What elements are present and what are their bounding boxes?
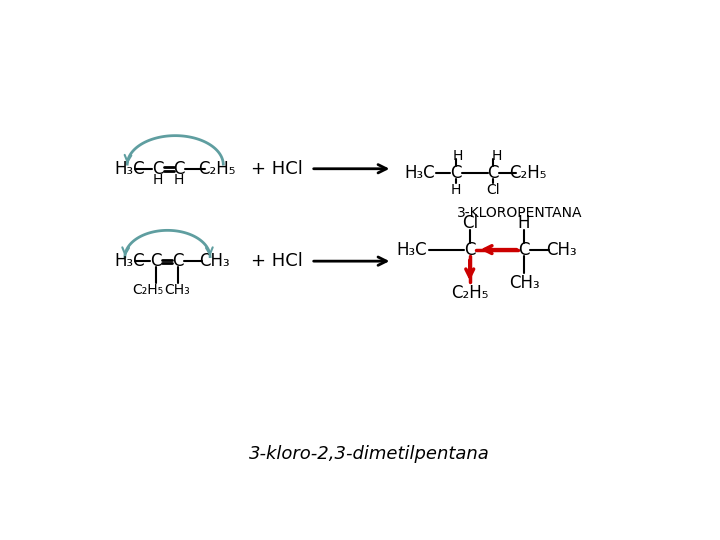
Text: C₂H₅: C₂H₅ bbox=[509, 164, 546, 181]
Text: H: H bbox=[451, 183, 461, 197]
Text: H: H bbox=[174, 173, 184, 186]
Text: C: C bbox=[487, 164, 499, 181]
Text: H: H bbox=[453, 148, 463, 163]
Text: C: C bbox=[450, 164, 462, 181]
Text: Cl: Cl bbox=[462, 214, 478, 232]
Text: H: H bbox=[518, 214, 530, 232]
Text: C₂H₅: C₂H₅ bbox=[132, 284, 163, 298]
Text: CH₃: CH₃ bbox=[509, 274, 539, 292]
Text: 3-KLOROPENTANA: 3-KLOROPENTANA bbox=[457, 206, 583, 220]
Text: H₃C: H₃C bbox=[114, 252, 145, 270]
Text: 3-kloro-2,3-dimetilpentana: 3-kloro-2,3-dimetilpentana bbox=[248, 444, 490, 463]
Text: H: H bbox=[492, 148, 502, 163]
Text: C: C bbox=[174, 160, 185, 178]
Text: CH₃: CH₃ bbox=[165, 284, 191, 298]
Text: C: C bbox=[518, 241, 530, 259]
Text: H: H bbox=[152, 173, 163, 186]
Text: C: C bbox=[150, 252, 161, 270]
Text: H₃C: H₃C bbox=[397, 241, 427, 259]
Text: CH₃: CH₃ bbox=[199, 252, 229, 270]
Text: C₂H₅: C₂H₅ bbox=[197, 160, 235, 178]
Text: CH₃: CH₃ bbox=[546, 241, 577, 259]
Text: C: C bbox=[152, 160, 163, 178]
Text: C₂H₅: C₂H₅ bbox=[451, 285, 488, 302]
Text: Cl: Cl bbox=[486, 183, 500, 197]
Text: C: C bbox=[172, 252, 184, 270]
Text: C: C bbox=[464, 241, 475, 259]
Text: H₃C: H₃C bbox=[114, 160, 145, 178]
Text: H₃C: H₃C bbox=[404, 164, 435, 181]
Text: + HCl: + HCl bbox=[251, 160, 303, 178]
Text: + HCl: + HCl bbox=[251, 252, 303, 270]
